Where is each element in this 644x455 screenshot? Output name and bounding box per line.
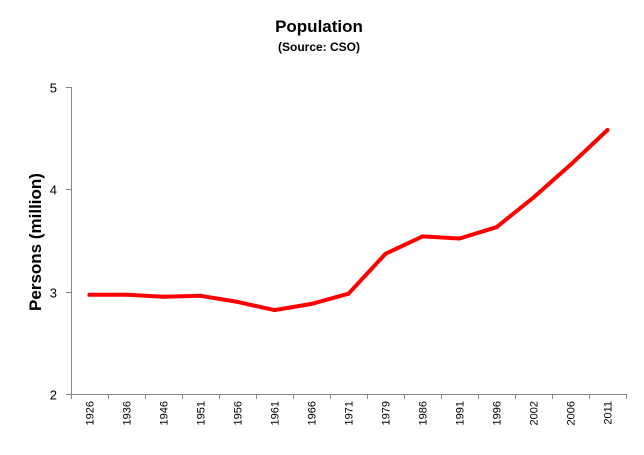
data-point <box>346 291 351 296</box>
x-tick-label: 1966 <box>307 401 319 425</box>
series-layer <box>87 128 610 313</box>
data-point <box>457 236 462 241</box>
data-point <box>531 195 536 200</box>
chart-subtitle: (Source: CSO) <box>278 40 360 54</box>
y-axis-label: Persons (million) <box>26 173 45 311</box>
x-tick-label: 1956 <box>233 401 245 425</box>
x-tick-label: 1986 <box>418 401 430 425</box>
y-tick-label: 5 <box>50 81 57 96</box>
data-point <box>272 308 277 313</box>
x-tick-label: 1936 <box>122 401 134 425</box>
data-point <box>309 301 314 306</box>
x-tick-label: 1996 <box>492 401 504 425</box>
data-point <box>235 299 240 304</box>
x-tick-label: 1946 <box>159 401 171 425</box>
data-point <box>605 128 610 132</box>
x-tick-label: 1961 <box>270 401 282 425</box>
data-point <box>87 292 92 297</box>
y-axis-ticks: 2 3 4 5 <box>50 81 71 403</box>
series-line-population <box>87 128 610 313</box>
y-tick-label: 4 <box>50 183 57 198</box>
x-tick-label: 2002 <box>529 401 541 425</box>
x-tick-label: 1979 <box>381 401 393 425</box>
x-tick-label: 1991 <box>455 401 467 425</box>
x-tick-label: 2011 <box>603 401 615 425</box>
data-point <box>198 293 203 298</box>
data-point <box>383 251 388 256</box>
x-tick-label: 2006 <box>566 401 578 425</box>
x-tick-label: 1971 <box>344 401 356 425</box>
y-tick-label: 2 <box>50 388 57 403</box>
data-point <box>494 225 499 230</box>
x-axis-ticks: 1926 1936 1946 1951 1956 1961 1966 1971 1979 1986… <box>71 394 627 425</box>
x-tick-label: 1926 <box>85 401 97 425</box>
data-point <box>420 234 425 239</box>
data-point <box>124 292 129 297</box>
data-point <box>568 162 573 167</box>
y-tick-label: 3 <box>50 286 57 301</box>
chart-title: Population <box>275 17 363 36</box>
x-tick-label: 1951 <box>196 401 208 425</box>
data-point <box>161 294 166 299</box>
